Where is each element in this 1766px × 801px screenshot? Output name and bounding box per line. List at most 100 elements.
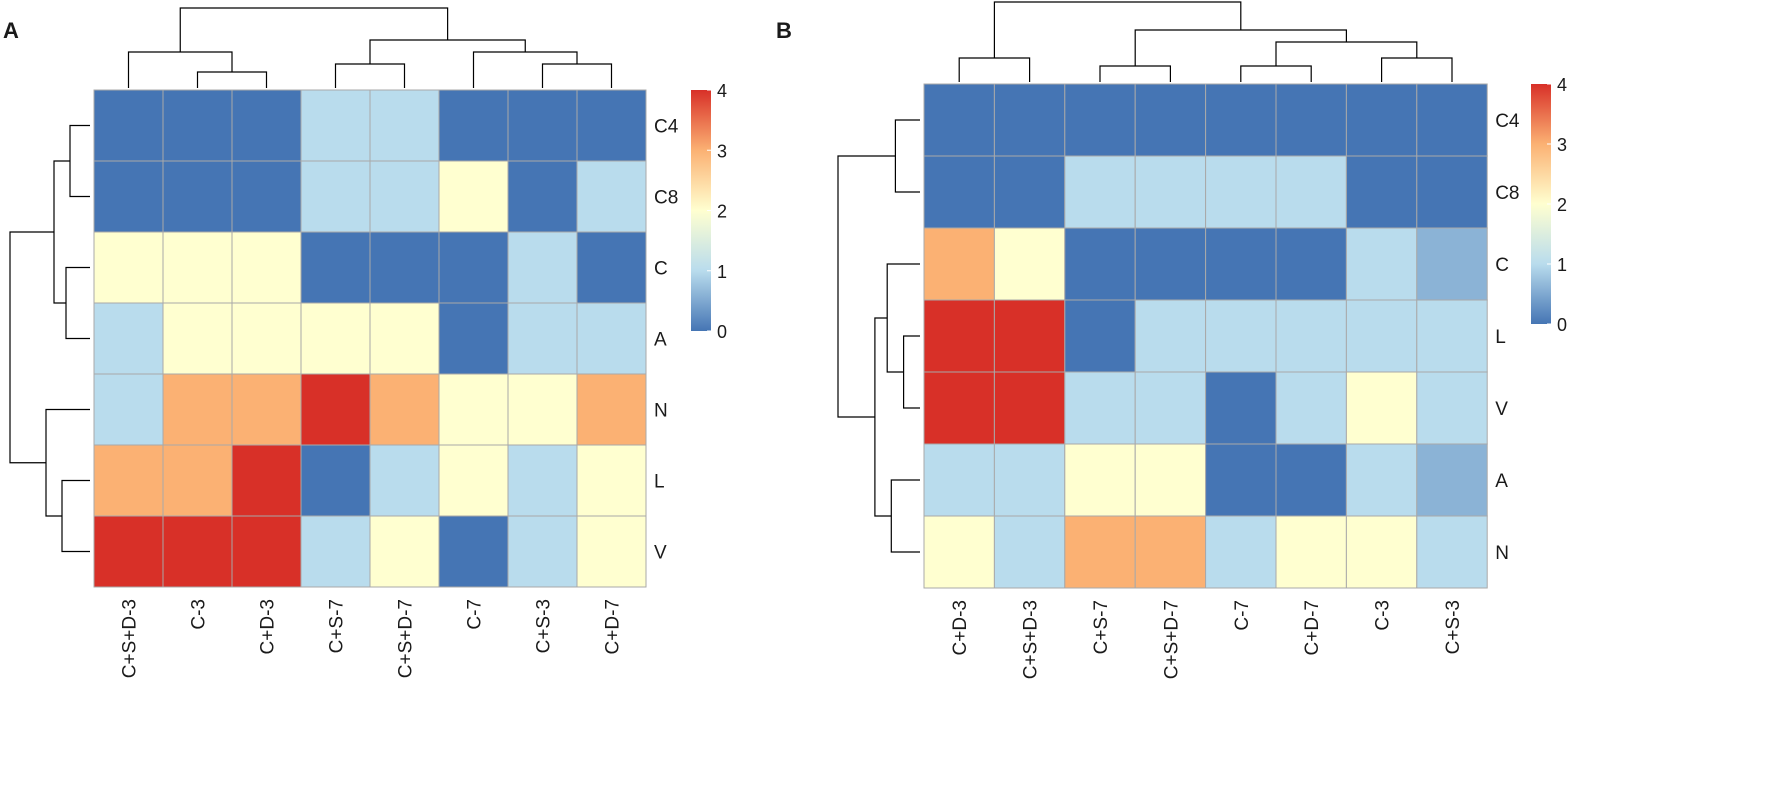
heatmap-panel-a: A C4 C8 C A N L V C+S+D-3 C-3 C+D-3 C+S-7 C+S+D-7 C-… bbox=[3, 7, 727, 678]
heatmap-cell bbox=[993, 443, 1066, 517]
heatmap-cell bbox=[231, 302, 302, 375]
heatmap-cell bbox=[1134, 515, 1207, 589]
row-dendrogram-branch bbox=[874, 317, 892, 517]
legend-tick-label: 2 bbox=[717, 202, 727, 222]
heatmap-cell bbox=[438, 515, 509, 588]
heatmap-cell bbox=[162, 160, 233, 233]
heatmap-cell bbox=[231, 444, 302, 517]
heatmap-cell bbox=[1275, 155, 1347, 229]
row-label: L bbox=[654, 472, 665, 493]
heatmap-cell bbox=[507, 302, 578, 375]
heatmap-cell bbox=[507, 89, 578, 162]
heatmap-cell bbox=[923, 515, 995, 589]
legend-tick-label: 1 bbox=[717, 262, 727, 282]
heatmap-cell bbox=[993, 83, 1066, 157]
heatmap-cell bbox=[923, 83, 995, 157]
heatmap-cell bbox=[369, 515, 440, 588]
column-label: C+S+D-3 bbox=[1021, 600, 1042, 679]
heatmap-cell bbox=[1064, 83, 1136, 157]
heatmap-cell bbox=[93, 89, 164, 162]
heatmap-cell bbox=[1275, 227, 1347, 301]
heatmap-cell bbox=[300, 89, 371, 162]
heatmap-cell bbox=[1064, 515, 1136, 589]
heatmap-cell bbox=[1064, 371, 1136, 445]
heatmap-cell bbox=[993, 371, 1066, 445]
heatmap-cell bbox=[1416, 443, 1488, 517]
heatmap-cell bbox=[231, 515, 302, 588]
heatmap-cell bbox=[369, 160, 440, 233]
row-label: C8 bbox=[1495, 183, 1519, 204]
heatmap-cell bbox=[369, 89, 440, 162]
column-label: C+S-7 bbox=[1091, 600, 1112, 654]
row-dendrogram-branch bbox=[45, 408, 90, 517]
heatmap-cell bbox=[507, 444, 578, 517]
legend-color-bar bbox=[1531, 84, 1551, 324]
column-label: C+D-3 bbox=[258, 599, 279, 654]
row-dendrogram-branch bbox=[837, 155, 896, 418]
legend-color-bar bbox=[691, 90, 711, 331]
heatmap-cell bbox=[1064, 227, 1136, 301]
heatmap-panel-b: B C4 C8 C L V A N C+D-3 C+S+D-3 C+S-7 C+S+D-7 C-7 C+… bbox=[776, 1, 1567, 679]
heatmap-cell bbox=[1275, 299, 1347, 373]
heatmap-cell bbox=[1205, 371, 1277, 445]
heatmap-cell bbox=[923, 443, 995, 517]
heatmap-cell bbox=[300, 160, 371, 233]
heatmap-cell bbox=[1345, 371, 1418, 445]
heatmap-cell bbox=[507, 515, 578, 588]
heatmap-cell bbox=[1134, 299, 1207, 373]
legend-tick-label: 0 bbox=[717, 322, 727, 342]
heatmap-cell bbox=[1205, 83, 1277, 157]
column-label: C-3 bbox=[1373, 600, 1394, 631]
heatmap-cell bbox=[93, 160, 164, 233]
legend-tick-label: 2 bbox=[1557, 195, 1567, 215]
heatmap-cell bbox=[369, 302, 440, 375]
row-label: L bbox=[1495, 327, 1506, 348]
row-label: A bbox=[654, 330, 667, 351]
heatmap-cell bbox=[1345, 83, 1418, 157]
heatmap-cell bbox=[1134, 155, 1207, 229]
heatmap-cell bbox=[1064, 299, 1136, 373]
column-dendrogram-branch bbox=[1099, 65, 1171, 82]
heatmap-cell bbox=[993, 155, 1066, 229]
heatmap-cell bbox=[507, 373, 578, 446]
heatmap-cell bbox=[923, 227, 995, 301]
heatmap-cell bbox=[1416, 299, 1488, 373]
row-label: N bbox=[654, 401, 668, 422]
heatmap-cell bbox=[93, 302, 164, 375]
legend-tick-label: 4 bbox=[717, 81, 727, 101]
column-label: C+D-7 bbox=[603, 599, 624, 654]
heatmap-cell bbox=[231, 160, 302, 233]
row-label: N bbox=[1495, 543, 1509, 564]
column-label: C+S+D-3 bbox=[120, 599, 141, 678]
heatmap-cell bbox=[993, 515, 1066, 589]
heatmap-cell bbox=[1345, 227, 1418, 301]
heatmap-cell bbox=[1064, 443, 1136, 517]
heatmap-cell bbox=[1275, 515, 1347, 589]
heatmap-cell bbox=[1205, 155, 1277, 229]
heatmap-cell bbox=[300, 373, 371, 446]
column-dendrogram-branch bbox=[993, 1, 1242, 58]
heatmap-cell bbox=[231, 231, 302, 304]
column-dendrogram-branch bbox=[179, 7, 449, 52]
row-label: C4 bbox=[654, 117, 679, 138]
column-dendrogram-branch bbox=[127, 51, 233, 88]
heatmap-cell bbox=[438, 231, 509, 304]
heatmap-cell bbox=[93, 515, 164, 588]
heatmap-cell bbox=[1416, 371, 1488, 445]
heatmap-cell bbox=[438, 302, 509, 375]
heatmap-cell bbox=[162, 302, 233, 375]
panel-label-b: B bbox=[776, 18, 792, 43]
column-dendrogram-branch bbox=[1275, 41, 1418, 66]
heatmap-cell bbox=[923, 299, 995, 373]
row-dendrogram-branch bbox=[903, 335, 920, 409]
heatmap-cell bbox=[1275, 371, 1347, 445]
heatmap-cell bbox=[923, 155, 995, 229]
column-dendrogram-branch bbox=[958, 57, 1031, 82]
heatmap-cell bbox=[1345, 155, 1418, 229]
column-dendrogram-branch bbox=[334, 63, 406, 88]
heatmap-cell bbox=[1205, 299, 1277, 373]
heatmap-cell bbox=[438, 89, 509, 162]
heatmap-cell bbox=[1205, 443, 1277, 517]
legend-tick-label: 4 bbox=[1557, 75, 1567, 95]
